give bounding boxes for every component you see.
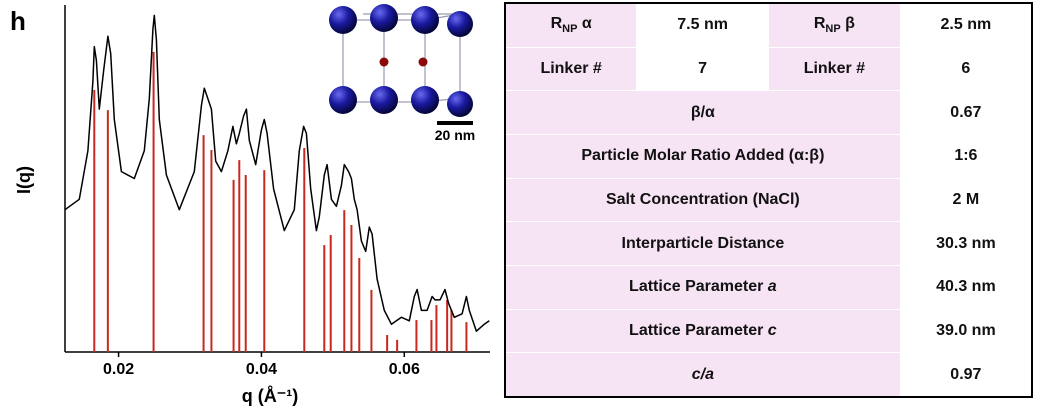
table-row: Salt Concentration (NaCl) 2 M <box>505 178 1032 222</box>
table-row: β/α 0.67 <box>505 91 1032 135</box>
table-cell: Particle Molar Ratio Added (α:β) <box>505 134 900 178</box>
label-tail: β <box>841 15 855 32</box>
table-cell: c/a <box>505 353 900 397</box>
table-cell: 2 M <box>900 178 1032 222</box>
label-tail: α <box>577 15 591 32</box>
x-tick-label: 0.02 <box>103 361 134 378</box>
label-segment: c <box>768 322 777 339</box>
table-cell: RNP β <box>769 3 901 47</box>
table-cell: 2.5 nm <box>900 3 1032 47</box>
label-segment: Lattice Parameter <box>629 322 768 339</box>
label-sub: NP <box>825 23 840 35</box>
label-segment: Particle Molar Ratio Added (α:β) <box>581 147 824 164</box>
table-cell: 6 <box>900 47 1032 91</box>
table-cell: Linker # <box>769 47 901 91</box>
x-tick-label: 0.04 <box>246 361 277 378</box>
scale-bar-label: 20 nm <box>435 127 475 143</box>
panel-label: h <box>10 6 26 36</box>
label-segment: Salt Concentration (NaCl) <box>606 191 800 208</box>
table-row: Interparticle Distance 30.3 nm <box>505 222 1032 266</box>
label-segment: a <box>768 278 777 295</box>
table-cell: β/α <box>505 91 900 135</box>
crystal-inset <box>329 4 473 123</box>
table-cell: 0.97 <box>900 353 1032 397</box>
table-cell: Lattice Parameter c <box>505 309 900 353</box>
table-row: Particle Molar Ratio Added (α:β) 1:6 <box>505 134 1032 178</box>
y-axis-label: I(q) <box>14 166 34 194</box>
table-cell: 40.3 nm <box>900 265 1032 309</box>
table-cell: Lattice Parameter a <box>505 265 900 309</box>
chart: h I(q) q (Å⁻¹) 20 nm 0.02 0.04 0.06 <box>0 0 500 414</box>
label-segment: β/α <box>691 104 715 121</box>
label-segment: Lattice Parameter <box>629 278 768 295</box>
table-cell: 0.67 <box>900 91 1032 135</box>
table-cell: 1:6 <box>900 134 1032 178</box>
table-cell: 30.3 nm <box>900 222 1032 266</box>
table-cell: Interparticle Distance <box>505 222 900 266</box>
label-base: R <box>551 15 563 32</box>
table-cell: RNP α <box>505 3 637 47</box>
table-cell: 7 <box>637 47 769 91</box>
label-base: R <box>814 15 826 32</box>
table-cell: Salt Concentration (NaCl) <box>505 178 900 222</box>
page: h I(q) q (Å⁻¹) 20 nm 0.020.040.06 RNP α7… <box>0 0 1041 414</box>
x-tick-label: 0.06 <box>389 361 420 378</box>
label-segment: c/a <box>692 366 714 383</box>
label-sub: NP <box>562 23 577 35</box>
label-segment: Interparticle Distance <box>622 235 785 252</box>
table-cell: 39.0 nm <box>900 309 1032 353</box>
table-cell: 7.5 nm <box>637 3 769 47</box>
table-row: c/a 0.97 <box>505 353 1032 397</box>
table-cell: Linker # <box>505 47 637 91</box>
x-axis-label: q (Å⁻¹) <box>242 386 298 406</box>
